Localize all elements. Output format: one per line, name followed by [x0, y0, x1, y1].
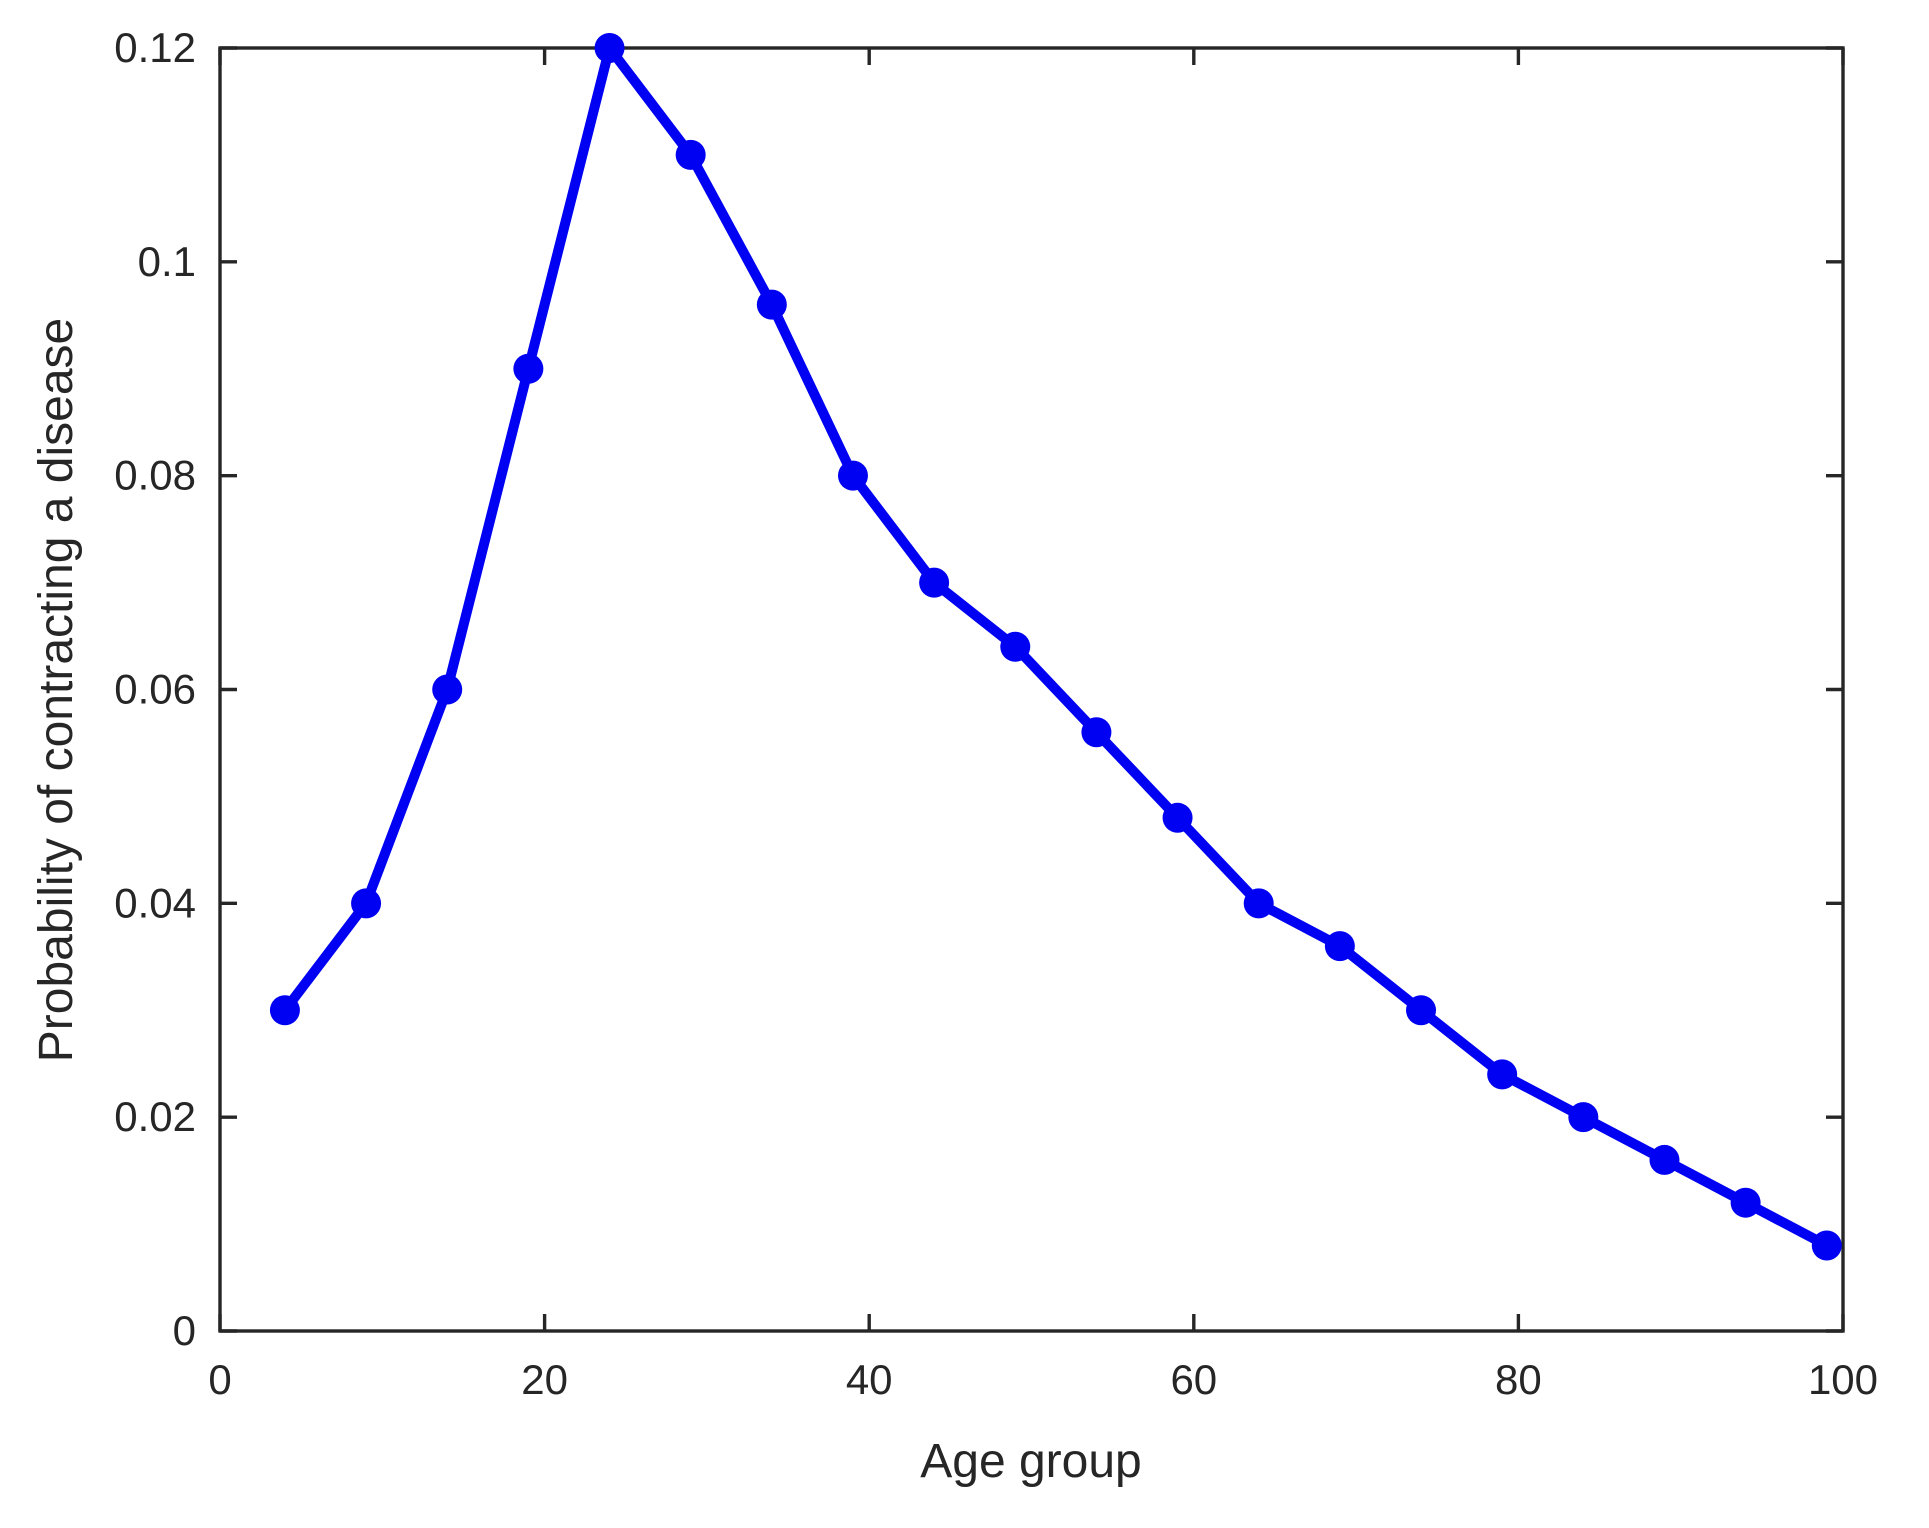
data-point-marker — [1406, 995, 1437, 1026]
data-point-marker — [1000, 631, 1031, 662]
y-tick-label: 0.1 — [138, 238, 196, 285]
data-point-marker — [1081, 717, 1112, 748]
data-point-marker — [269, 995, 300, 1026]
x-tick-label: 100 — [1808, 1356, 1878, 1403]
y-tick-label: 0.04 — [114, 879, 196, 926]
data-point-marker — [1162, 802, 1193, 833]
data-point-marker — [919, 567, 950, 598]
data-point-marker — [1649, 1144, 1680, 1175]
x-axis-title: Age group — [920, 1435, 1142, 1488]
x-tick-label: 20 — [521, 1356, 568, 1403]
data-point-marker — [1324, 931, 1355, 962]
data-point-marker — [432, 674, 463, 705]
y-tick-label: 0.02 — [114, 1093, 196, 1140]
data-point-marker — [756, 289, 787, 320]
data-point-marker — [1811, 1230, 1842, 1261]
data-point-marker — [675, 139, 706, 170]
y-tick-label: 0.08 — [114, 452, 196, 499]
x-tick-label: 80 — [1495, 1356, 1542, 1403]
data-point-marker — [1487, 1059, 1518, 1090]
data-point-marker — [1730, 1187, 1761, 1218]
data-point-marker — [594, 33, 625, 63]
data-point-marker — [351, 888, 382, 919]
data-point-marker — [837, 460, 868, 491]
y-axis-title: Probability of contracting a disease — [30, 318, 83, 1062]
y-tick-label: 0 — [173, 1307, 196, 1354]
series-line — [279, 43, 1832, 1251]
x-tick-label: 0 — [208, 1356, 231, 1403]
axes-box — [218, 46, 1845, 1333]
data-point-marker — [1243, 888, 1274, 919]
data-point-marker — [513, 353, 544, 384]
y-tick-label: 0.06 — [114, 666, 196, 713]
x-tick-label: 60 — [1170, 1356, 1217, 1403]
x-tick-label: 40 — [846, 1356, 893, 1403]
y-tick-label: 0.12 — [114, 24, 196, 71]
data-point-marker — [1568, 1102, 1599, 1133]
plot-area: 0 20 40 60 80 100 0 0.02 0.04 0.06 0.08 0.1 0.12 — [114, 24, 1878, 1403]
